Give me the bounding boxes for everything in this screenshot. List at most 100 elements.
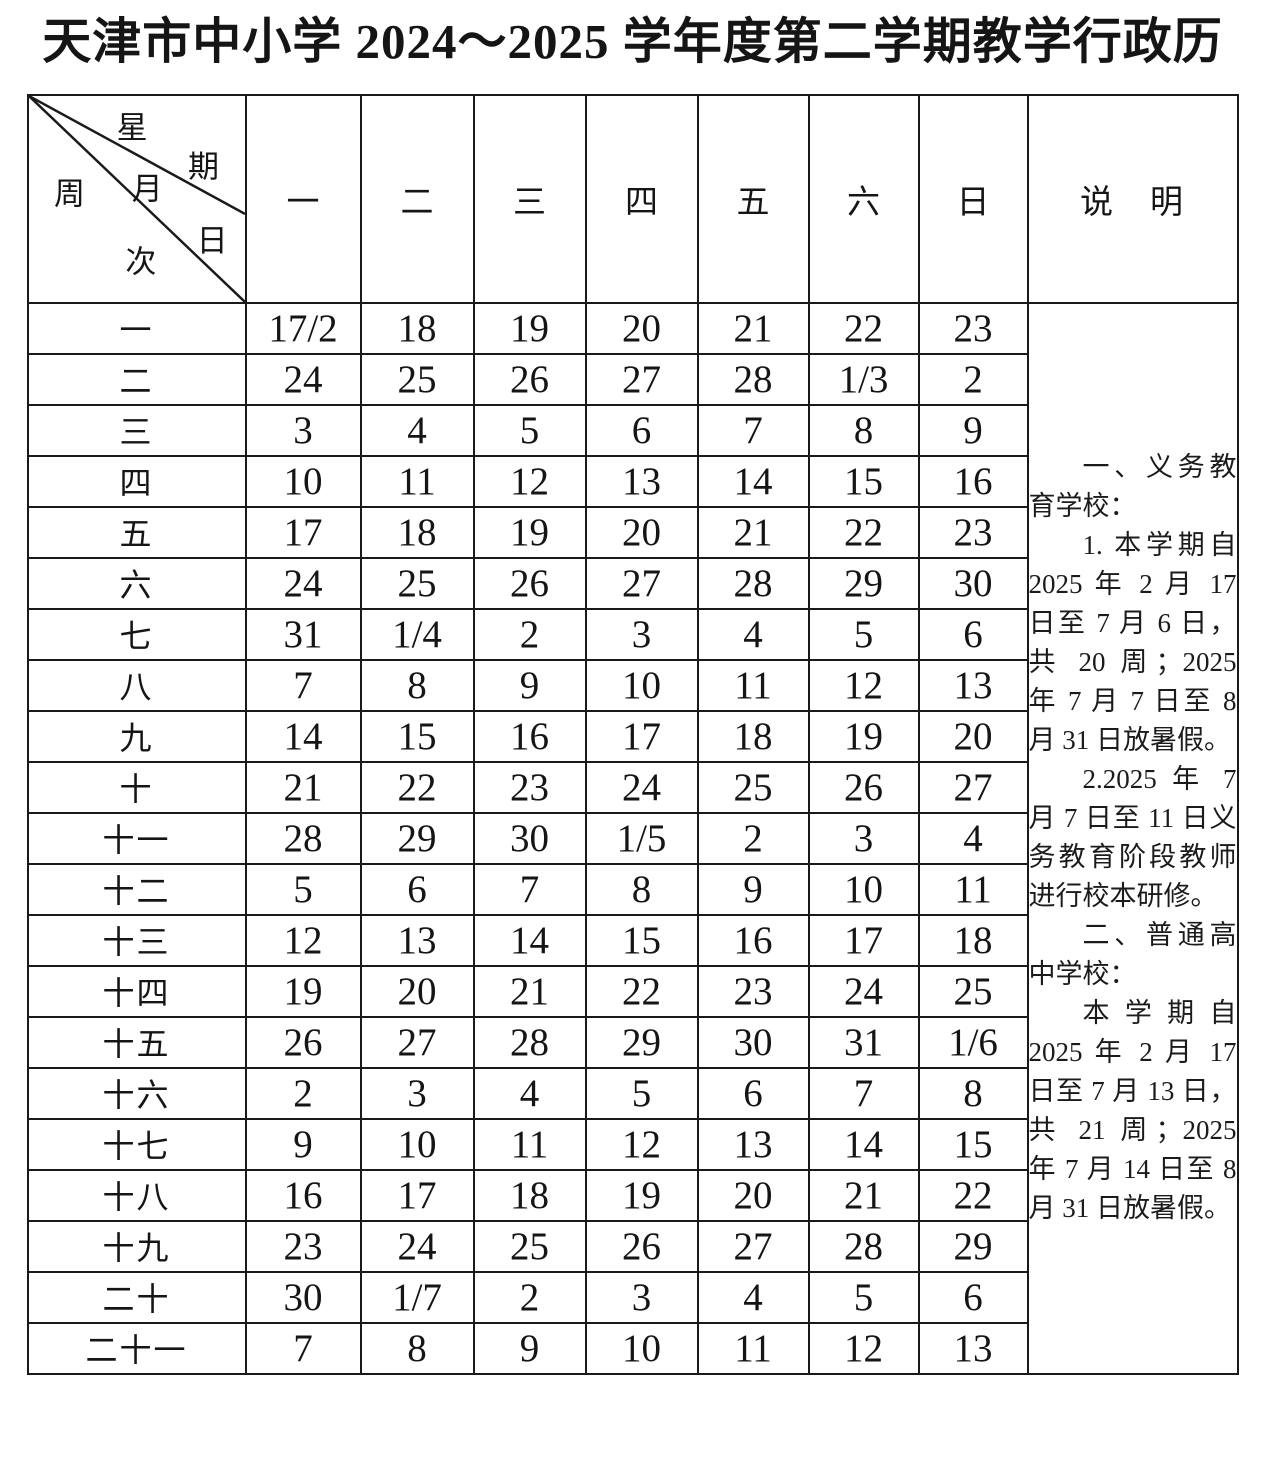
date-cell: 24 bbox=[244, 352, 362, 406]
week-number-cell: 一 bbox=[26, 301, 247, 355]
date-cell: 3 bbox=[807, 811, 920, 865]
week-number-cell: 十二 bbox=[26, 862, 247, 916]
date-cell: 26 bbox=[807, 760, 920, 814]
notes-paragraph: 一、义务教育学校： bbox=[1028, 452, 1237, 522]
date-cell: 1/7 bbox=[359, 1270, 475, 1324]
date-cell: 19 bbox=[807, 709, 920, 763]
corner-week-label-char2: 次 bbox=[125, 244, 157, 280]
date-cell: 17 bbox=[584, 709, 699, 763]
date-cell: 23 bbox=[244, 1219, 362, 1273]
date-cell: 5 bbox=[584, 1066, 699, 1120]
date-cell: 25 bbox=[696, 760, 810, 814]
calendar-header-row: 星 期 周 月 日 次 一 二 三 四 五 六 日 说 明 bbox=[26, 93, 1239, 304]
calendar-week-row: 四 10 11 12 13 14 15 16 bbox=[26, 454, 1238, 508]
date-cell: 13 bbox=[584, 454, 699, 508]
date-cell: 3 bbox=[359, 1066, 475, 1120]
date-cell: 4 bbox=[472, 1066, 587, 1120]
date-cell: 15 bbox=[807, 454, 920, 508]
date-cell: 16 bbox=[244, 1168, 362, 1222]
calendar-week-row: 八 7 8 9 10 11 12 13 bbox=[26, 658, 1238, 712]
date-cell: 4 bbox=[696, 607, 810, 661]
diagonal-divider-lines bbox=[29, 96, 244, 301]
calendar-week-row: 十八 16 17 18 19 20 21 22 bbox=[26, 1168, 1238, 1222]
date-cell: 22 bbox=[584, 964, 699, 1018]
corner-weekday-label-char1: 星 bbox=[116, 110, 148, 146]
date-cell: 15 bbox=[917, 1117, 1029, 1171]
date-cell: 31 bbox=[244, 607, 362, 661]
date-cell: 20 bbox=[584, 301, 699, 355]
date-cell: 22 bbox=[807, 505, 920, 559]
date-cell: 28 bbox=[696, 556, 810, 610]
date-cell: 10 bbox=[807, 862, 920, 916]
corner-monthday-label-char2: 日 bbox=[196, 223, 228, 259]
date-cell: 14 bbox=[696, 454, 810, 508]
date-cell: 13 bbox=[696, 1117, 810, 1171]
week-number-cell: 四 bbox=[26, 454, 247, 508]
date-cell: 26 bbox=[472, 352, 587, 406]
date-cell: 2 bbox=[244, 1066, 362, 1120]
date-cell: 20 bbox=[917, 709, 1029, 763]
date-cell: 27 bbox=[917, 760, 1029, 814]
calendar-week-row: 十二 5 6 7 8 9 10 11 bbox=[26, 862, 1238, 916]
date-cell: 8 bbox=[359, 1321, 475, 1375]
date-cell: 31 bbox=[807, 1015, 920, 1069]
week-number-cell: 三 bbox=[26, 403, 247, 457]
calendar-week-row: 二十 30 1/7 2 3 4 5 6 bbox=[26, 1270, 1238, 1324]
date-cell: 19 bbox=[472, 301, 587, 355]
day-header-tue: 二 bbox=[359, 93, 475, 304]
week-number-cell: 十七 bbox=[26, 1117, 247, 1171]
week-number-cell: 十四 bbox=[26, 964, 247, 1018]
date-cell: 29 bbox=[917, 1219, 1029, 1273]
date-cell: 24 bbox=[359, 1219, 475, 1273]
date-cell: 7 bbox=[807, 1066, 920, 1120]
date-cell: 12 bbox=[584, 1117, 699, 1171]
date-cell: 2 bbox=[472, 1270, 587, 1324]
date-cell: 6 bbox=[917, 1270, 1029, 1324]
date-cell: 4 bbox=[359, 403, 475, 457]
date-cell: 6 bbox=[584, 403, 699, 457]
date-cell: 18 bbox=[696, 709, 810, 763]
date-cell: 10 bbox=[359, 1117, 475, 1171]
day-header-fri: 五 bbox=[696, 93, 810, 304]
date-cell: 1/6 bbox=[917, 1015, 1029, 1069]
date-cell: 3 bbox=[244, 403, 362, 457]
date-cell: 19 bbox=[472, 505, 587, 559]
date-cell: 8 bbox=[584, 862, 699, 916]
date-cell: 20 bbox=[359, 964, 475, 1018]
date-cell: 9 bbox=[696, 862, 810, 916]
corner-week-label-char1: 周 bbox=[54, 176, 86, 212]
calendar-week-row: 五 17 18 19 20 21 22 23 bbox=[26, 505, 1238, 559]
date-cell: 7 bbox=[244, 658, 362, 712]
week-number-cell: 六 bbox=[26, 556, 247, 610]
date-cell: 8 bbox=[917, 1066, 1029, 1120]
date-cell: 17/2 bbox=[244, 301, 362, 355]
week-number-cell: 五 bbox=[26, 505, 247, 559]
date-cell: 24 bbox=[807, 964, 920, 1018]
date-cell: 9 bbox=[472, 658, 587, 712]
date-cell: 16 bbox=[917, 454, 1029, 508]
notes-paragraph: 2.2025 年 7 月 7 日至 11 日义务教育阶段教师进行校本研修。 bbox=[1028, 764, 1237, 912]
date-cell: 25 bbox=[359, 556, 475, 610]
date-cell: 30 bbox=[244, 1270, 362, 1324]
date-cell: 5 bbox=[807, 1270, 920, 1324]
week-number-cell: 二十一 bbox=[26, 1321, 247, 1375]
date-cell: 10 bbox=[584, 1321, 699, 1375]
date-cell: 25 bbox=[472, 1219, 587, 1273]
date-cell: 30 bbox=[472, 811, 587, 865]
date-cell: 13 bbox=[917, 658, 1029, 712]
corner-header-cell: 星 期 周 月 日 次 bbox=[26, 93, 247, 304]
date-cell: 26 bbox=[244, 1015, 362, 1069]
date-cell: 25 bbox=[917, 964, 1029, 1018]
date-cell: 17 bbox=[244, 505, 362, 559]
date-cell: 11 bbox=[696, 658, 810, 712]
date-cell: 28 bbox=[807, 1219, 920, 1273]
notes-paragraph: 本学期自 2025 年 2 月 17 日至 7 月 13 日，共 21 周；20… bbox=[1028, 998, 1237, 1224]
date-cell: 7 bbox=[696, 403, 810, 457]
calendar-week-row: 十四 19 20 21 22 23 24 25 bbox=[26, 964, 1238, 1018]
week-number-cell: 十八 bbox=[26, 1168, 247, 1222]
date-cell: 2 bbox=[917, 352, 1029, 406]
date-cell: 14 bbox=[472, 913, 587, 967]
date-cell: 9 bbox=[472, 1321, 587, 1375]
calendar-week-row: 十一 28 29 30 1/5 2 3 4 bbox=[26, 811, 1238, 865]
date-cell: 5 bbox=[807, 607, 920, 661]
